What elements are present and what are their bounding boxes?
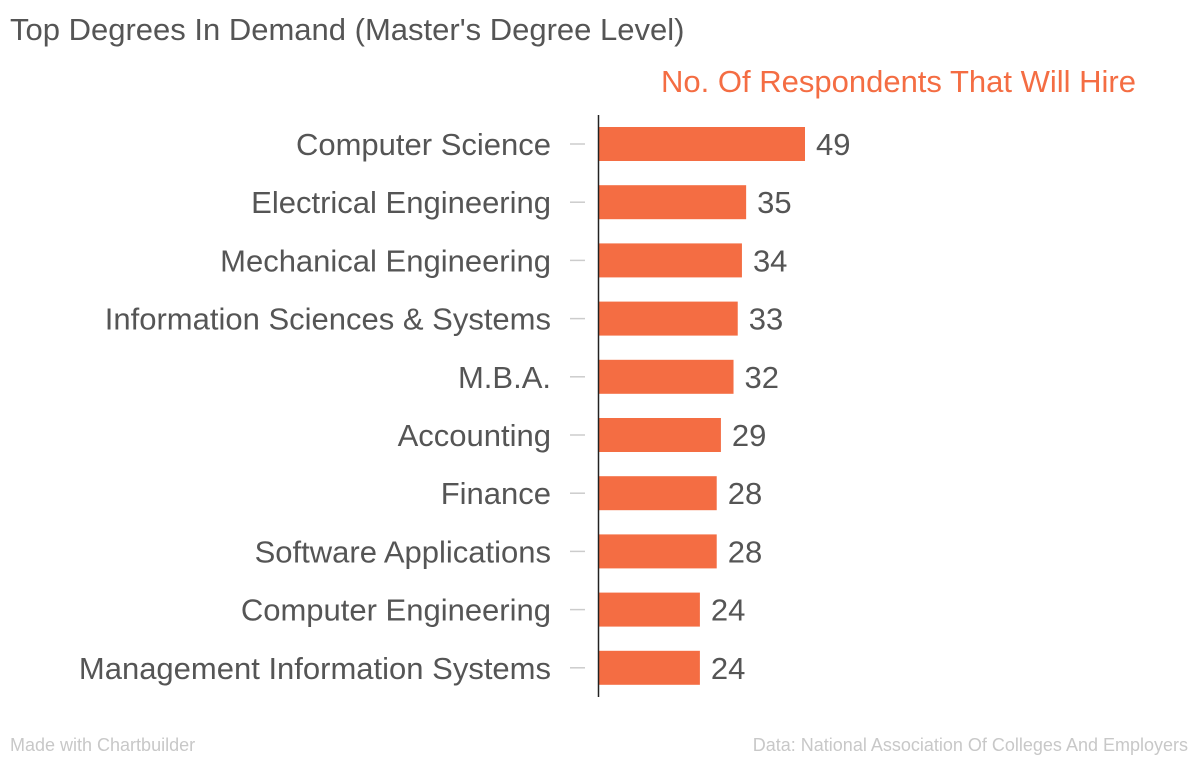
data-label: 28 — [728, 476, 762, 511]
data-label: 34 — [753, 243, 787, 278]
bar — [599, 650, 700, 685]
bar — [599, 476, 717, 511]
footer-credit: Made with Chartbuilder — [10, 735, 196, 755]
data-label: 24 — [711, 593, 745, 628]
footer-source: Data: National Association Of Colleges A… — [752, 735, 1188, 755]
data-label: 35 — [757, 185, 791, 220]
category-label: Mechanical Engineering — [220, 243, 551, 278]
series-label: No. Of Respondents That Will Hire — [661, 64, 1136, 99]
bar — [599, 127, 805, 161]
chart-title: Top Degrees In Demand (Master's Degree L… — [10, 12, 685, 47]
bar — [599, 301, 738, 336]
data-label: 29 — [732, 418, 766, 453]
bar — [599, 534, 717, 569]
category-label: M.B.A. — [458, 360, 551, 395]
category-label: Finance — [441, 476, 551, 511]
bar — [599, 185, 747, 220]
data-label: 49 — [816, 127, 850, 162]
category-label: Accounting — [398, 418, 551, 453]
bar — [599, 418, 721, 452]
data-label: 24 — [711, 651, 745, 686]
category-label: Software Applications — [255, 534, 551, 569]
data-label: 28 — [728, 534, 762, 569]
category-label: Information Sciences & Systems — [105, 302, 551, 337]
category-label: Electrical Engineering — [251, 185, 551, 220]
category-label: Computer Science — [296, 127, 551, 162]
bar — [599, 592, 700, 627]
category-label: Computer Engineering — [241, 593, 551, 628]
data-label: 32 — [745, 360, 779, 395]
bar — [599, 243, 742, 278]
category-label: Management Information Systems — [79, 651, 551, 686]
bar — [599, 359, 734, 394]
data-label: 33 — [749, 302, 783, 337]
